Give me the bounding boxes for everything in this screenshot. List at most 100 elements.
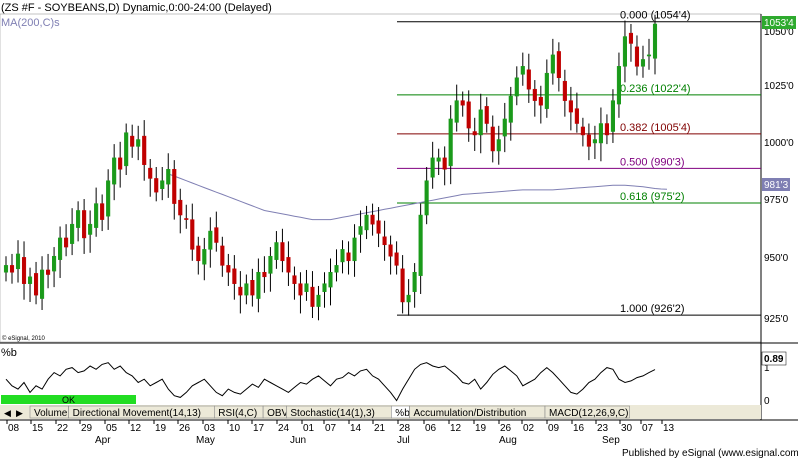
candle-body: [328, 271, 333, 288]
candle-body: [562, 80, 567, 101]
tab-prev-icon[interactable]: ◀: [4, 408, 11, 418]
candle-body: [604, 123, 609, 136]
candle-body: [70, 223, 75, 244]
tab-next-icon[interactable]: ▶: [16, 408, 23, 418]
candle-body: [610, 100, 615, 132]
price-tick: 1025'0: [764, 81, 794, 92]
candle-body: [142, 135, 147, 165]
candle-body: [592, 139, 597, 144]
tab-label: MACD(12,26,9,C): [549, 408, 628, 419]
candle-body: [532, 88, 537, 101]
candle-body: [508, 95, 513, 123]
candle-body: [556, 51, 561, 79]
ma-label: MA(200,C)s: [1, 17, 60, 29]
date-tick-label: 21: [374, 423, 386, 434]
candle-body: [226, 265, 231, 273]
date-tick-label: 16: [573, 423, 585, 434]
candle-body: [27, 276, 33, 284]
candle-body: [112, 157, 117, 185]
tab-label: Directional Movement(14,13): [73, 408, 201, 419]
candle-body: [646, 54, 652, 57]
tab-macd-12-26-9-c-[interactable]: MACD(12,26,9,C): [544, 405, 630, 419]
month-label: Apr: [95, 435, 111, 446]
candle-body: [274, 242, 279, 260]
candle-body: [136, 139, 141, 147]
candle-body: [430, 157, 435, 178]
tab-stochastic-14-1-3-[interactable]: Stochastic(14(1),3): [286, 405, 392, 419]
candle-body: [124, 132, 129, 167]
tab--b[interactable]: %b: [390, 405, 410, 419]
candle-body: [316, 294, 321, 307]
indicator-value: 0.89: [764, 354, 784, 365]
candle-body: [574, 108, 579, 124]
ma-200-line: [168, 173, 668, 221]
candle-body: [148, 167, 153, 179]
date-tick-label: 23: [597, 423, 609, 434]
footer-bar: [0, 446, 798, 459]
tab-directional-movement-14-13-[interactable]: Directional Movement(14,13): [68, 405, 215, 419]
tab-obv[interactable]: OBV: [262, 405, 289, 419]
indicator-tick: 1: [764, 363, 770, 374]
candle-body: [376, 220, 381, 234]
last-price-value: 1053'4: [764, 18, 794, 29]
candle-body: [88, 223, 93, 235]
date-tick-label: 02: [523, 423, 535, 434]
month-label: Jul: [397, 435, 410, 446]
candle-body: [628, 32, 634, 44]
candle-body: [3, 265, 9, 273]
candle-body: [280, 242, 285, 262]
candle-body: [424, 180, 429, 216]
date-tick-label: 12: [450, 423, 462, 434]
candle-body: [538, 96, 543, 106]
price-tick: 1000'0: [764, 138, 794, 149]
candle-body: [652, 23, 658, 59]
candle-body: [622, 36, 628, 67]
candle-body: [370, 214, 375, 225]
candle-body: [250, 279, 255, 296]
candle-body: [466, 101, 471, 129]
indicator-value-badge: [761, 351, 787, 366]
date-tick-label: 07: [325, 423, 337, 434]
candle-body: [394, 252, 399, 266]
candle-body: [472, 131, 477, 136]
candle-body: [442, 157, 447, 170]
date-tick-label: 14: [350, 423, 362, 434]
ok-button-label: OK: [62, 395, 75, 405]
candle-body: [268, 255, 273, 274]
tab-accumulation-distribution[interactable]: Accumulation/Distribution: [409, 405, 546, 419]
tab-volume[interactable]: Volume: [29, 405, 69, 419]
candle-body: [76, 210, 81, 228]
date-tick-label: 10: [229, 423, 241, 434]
candle-body: [46, 269, 51, 275]
date-tick-label: 01: [303, 423, 315, 434]
date-tick-label: 09: [548, 423, 560, 434]
candle-body: [292, 275, 297, 284]
month-label: Jun: [290, 435, 306, 446]
candle-body: [33, 273, 39, 296]
candle-body: [232, 268, 237, 284]
tab-rsi-4-c-[interactable]: RSI(4,C): [214, 405, 264, 419]
candle-body: [568, 100, 573, 113]
candle-body: [520, 66, 525, 75]
candle-body: [9, 265, 15, 273]
price-tick: 925'0: [764, 314, 789, 325]
candle-body: [94, 203, 99, 228]
date-tick-label: 13: [663, 423, 675, 434]
candle-body: [352, 237, 357, 262]
date-tick-label: 03: [204, 423, 216, 434]
candle-body: [340, 249, 345, 263]
fibonacci-levels: 0.000 (1054'4)0.236 (1022'4)0.382 (1005'…: [397, 10, 761, 316]
fib-label: 0.236 (1022'4): [620, 83, 691, 95]
fib-label: 0.382 (1005'4): [620, 122, 691, 134]
candle-body: [616, 66, 621, 105]
pctb-path: [5, 362, 656, 402]
candle-body: [406, 294, 411, 303]
candle-body: [130, 135, 135, 147]
ok-button[interactable]: [1, 395, 136, 404]
candle-body: [172, 169, 177, 204]
price-tick: 1050'0: [764, 27, 794, 38]
candle-body: [586, 134, 591, 147]
tab-shape[interactable]: [544, 405, 630, 419]
fib-label: 0.500 (990'3): [620, 156, 684, 168]
tab-label: RSI(4,C): [218, 408, 257, 419]
